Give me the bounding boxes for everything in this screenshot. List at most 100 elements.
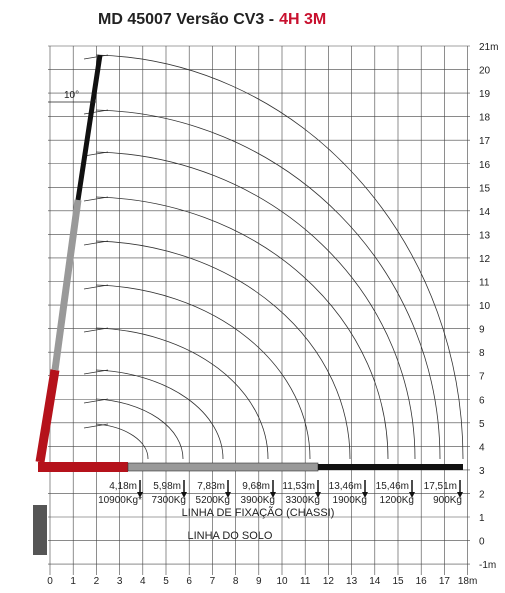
- y-label: 5: [479, 419, 485, 430]
- reach-label: 5,98m: [153, 481, 181, 492]
- arm-line: [83, 196, 109, 202]
- y-label: 12: [479, 254, 491, 265]
- grid: 0 1 2 3 4 5 6 7 8 9 10 11 12 13 14 15 16 17 18m21m20191817…: [47, 42, 498, 587]
- y-label: 7: [479, 372, 485, 383]
- x-label: 11: [300, 576, 311, 587]
- arm-line: [83, 398, 109, 404]
- reach-arc: [95, 369, 224, 460]
- arrow-head: [137, 492, 143, 498]
- reach-arc: [95, 54, 464, 460]
- boom-vertical-extensions: [51, 199, 82, 371]
- y-label: 1: [479, 513, 485, 524]
- arm-line: [83, 151, 109, 157]
- load-label: 1900Kg: [333, 495, 367, 506]
- y-label: 16: [479, 160, 491, 171]
- load-label: 900Kg: [433, 495, 462, 506]
- arrow-head: [315, 492, 321, 498]
- x-label: 16: [416, 576, 428, 587]
- x-label: 15: [392, 576, 404, 587]
- reach-arc: [95, 109, 441, 460]
- reach-arc: [95, 423, 149, 460]
- y-label: 8: [479, 348, 485, 359]
- arm-line: [83, 423, 109, 429]
- reach-arc: [95, 284, 311, 460]
- title-main: MD 45007 Versão CV3 -: [98, 11, 274, 28]
- x-label: 12: [323, 576, 335, 587]
- x-label: 0: [47, 576, 53, 587]
- reach-arcs: [83, 54, 464, 460]
- boom-vertical-base: [35, 369, 60, 463]
- ground-line-label: LINHA DO SOLO: [188, 530, 273, 542]
- arm-line: [83, 240, 109, 246]
- reach-arc: [95, 327, 269, 460]
- arrow-head: [270, 492, 276, 498]
- x-label: 17: [439, 576, 451, 587]
- y-label: 13: [479, 230, 491, 241]
- reach-label: 11,53m: [282, 481, 315, 492]
- load-label: 1200Kg: [380, 495, 414, 506]
- reach-label: 9,68m: [242, 481, 270, 492]
- boom-vertical-tip: [75, 54, 103, 201]
- y-label: 18: [479, 113, 491, 124]
- reach-arc: [95, 398, 184, 460]
- load-label: 3900Kg: [241, 495, 275, 506]
- boom-extensions: [127, 462, 319, 472]
- title: MD 45007 Versão CV3 - 4H 3M: [98, 11, 326, 28]
- reach-label: 15,46m: [376, 481, 409, 492]
- arrow-head: [225, 492, 231, 498]
- arm-line: [83, 109, 109, 115]
- y-label: 10: [479, 301, 491, 312]
- y-label: 15: [479, 183, 491, 194]
- load-label: 3300Kg: [286, 495, 320, 506]
- arm-line: [83, 54, 109, 60]
- chassis-line-label: LINHA DE FIXAÇÃO (CHASSI): [182, 506, 335, 519]
- reach-arc: [95, 240, 351, 460]
- x-label: 8: [233, 576, 239, 587]
- y-label: 19: [479, 89, 491, 100]
- angle-label: 10°: [64, 90, 79, 101]
- load-label: 7300Kg: [152, 495, 186, 506]
- arm-line: [83, 284, 109, 290]
- x-label: 1: [70, 576, 76, 587]
- arrow-head: [457, 492, 463, 498]
- y-label: 2: [479, 489, 485, 500]
- x-label: 13: [346, 576, 358, 587]
- reach-label: 7,83m: [197, 481, 225, 492]
- loads: 4,18m 10900Kg* 5,98m 7300Kg 7,83m 5200Kg 9,68m…: [98, 480, 463, 506]
- x-label: 10: [276, 576, 288, 587]
- reach-label: 4,18m: [109, 481, 137, 492]
- x-label: 5: [163, 576, 169, 587]
- x-label: 18m: [458, 576, 477, 587]
- load-label: 10900Kg*: [98, 495, 142, 506]
- x-label: 2: [94, 576, 100, 587]
- reach-arc: [95, 151, 416, 460]
- reach-label: 13,46m: [329, 481, 362, 492]
- arrow-head: [181, 492, 187, 498]
- arm-line: [83, 327, 109, 333]
- crane-column: [33, 505, 47, 555]
- arrow-head: [362, 492, 368, 498]
- x-label: 14: [369, 576, 381, 587]
- reach-arc: [95, 196, 389, 460]
- arm-line: [83, 369, 109, 375]
- reach-label: 17,51m: [424, 481, 457, 492]
- y-label: 14: [479, 207, 491, 218]
- title-highlight: 4H 3M: [279, 11, 326, 28]
- x-label: 3: [117, 576, 123, 587]
- x-label: 9: [256, 576, 262, 587]
- arrow-head: [409, 492, 415, 498]
- y-label: 4: [479, 442, 485, 453]
- y-label: 11: [479, 278, 490, 289]
- boom-base: [38, 462, 128, 472]
- load-label: 5200Kg: [196, 495, 230, 506]
- y-label: -1m: [479, 560, 496, 571]
- y-label: 20: [479, 66, 491, 77]
- boom-tip: [318, 464, 463, 470]
- x-label: 4: [140, 576, 146, 587]
- x-label: 6: [186, 576, 192, 587]
- y-label: 9: [479, 325, 485, 336]
- y-label: 21m: [479, 42, 498, 53]
- y-label: 17: [479, 136, 491, 147]
- y-label: 3: [479, 466, 485, 477]
